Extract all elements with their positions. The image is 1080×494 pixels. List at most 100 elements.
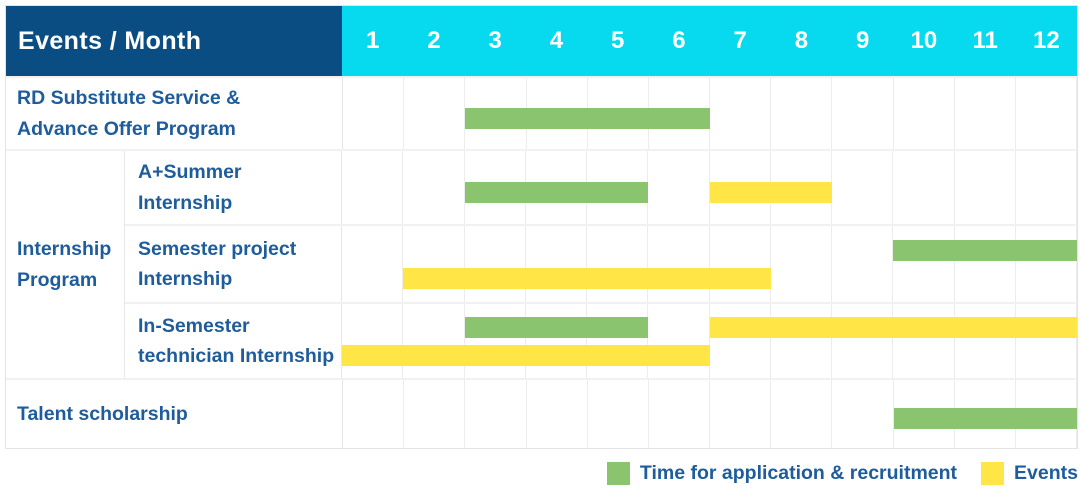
- application-bar: [465, 107, 710, 129]
- month-label: 4: [549, 27, 564, 54]
- grid-cell: [710, 78, 772, 149]
- grid-cell: [771, 380, 833, 448]
- legend-item-application: Time for application & recruitment: [606, 462, 958, 485]
- table-header-row: Events / Month 1 2 3 4 5 6 7 8 9 10 11 12: [6, 6, 1077, 76]
- application-bar: [893, 240, 1077, 261]
- application-bar: [893, 408, 1077, 429]
- grid-cell: [649, 380, 711, 448]
- grid-cell: [771, 226, 832, 302]
- grid-cell: [465, 380, 527, 448]
- grid-cell: [648, 226, 710, 302]
- grid-cell: [343, 380, 405, 448]
- events-month-header: Events / Month: [6, 6, 342, 76]
- grid-cell: [710, 226, 771, 302]
- grid-cell: [587, 304, 649, 378]
- chart-area: [342, 380, 1078, 448]
- row-group: Internship Program A+Summer Internship Sem…: [6, 149, 1077, 378]
- table-row: Semester project Internship: [125, 224, 1077, 302]
- grid-cell: [403, 304, 465, 378]
- chart-area: [341, 151, 1077, 224]
- grid-cell: [342, 226, 404, 302]
- table-row: RD Substitute Service & Advance Offer Pr…: [6, 76, 1078, 149]
- row-label: In-Semester technician Internship: [138, 314, 335, 367]
- grid-cell: [771, 78, 833, 149]
- legend-label: Time for application & recruitment: [639, 462, 958, 484]
- grid-cell: [710, 380, 772, 448]
- chart-area: [341, 226, 1077, 302]
- grid-cell: [893, 226, 955, 302]
- grid-cell: [893, 304, 955, 378]
- grid-cell: [342, 304, 404, 378]
- application-bar: [464, 181, 649, 203]
- grid-cell: [771, 304, 832, 378]
- grid-cell: [832, 226, 894, 302]
- grid-cell: [465, 304, 526, 378]
- month-label: 1: [365, 27, 380, 54]
- grid-cell: [587, 226, 649, 302]
- month-label: 5: [610, 27, 625, 54]
- month-label: 11: [972, 27, 998, 54]
- grid-cell: [955, 226, 1016, 302]
- event-bar: [403, 268, 771, 289]
- legend-item-events: Events: [981, 462, 1078, 485]
- month-label: 7: [733, 27, 747, 54]
- application-swatch-icon: [606, 462, 630, 485]
- grid-cell: [342, 151, 404, 224]
- event-swatch-icon: [981, 462, 1005, 485]
- grid-cell: [1016, 78, 1078, 149]
- month-label: 12: [1033, 27, 1060, 54]
- table-row: Talent scholarship: [6, 378, 1078, 448]
- month-label: 6: [672, 27, 686, 54]
- grid-cell: [955, 151, 1016, 224]
- event-bar: [709, 181, 832, 203]
- table-row: In-Semester technician Internship: [125, 302, 1077, 378]
- grid-cell: [832, 78, 894, 149]
- grid-cell: [526, 304, 587, 378]
- event-bar: [342, 345, 710, 366]
- month-label: 8: [794, 27, 809, 54]
- month-label: 9: [855, 27, 870, 54]
- grid-cell: [832, 151, 894, 224]
- month-header: 1 2 3 4 5 6 7 8 9 10 11 12: [342, 6, 1077, 76]
- grid-cell: [893, 151, 955, 224]
- row-label: Semester project Internship: [138, 237, 297, 290]
- grid-cell: [404, 380, 466, 448]
- grid-cell: [648, 151, 710, 224]
- grid-cell: [403, 151, 465, 224]
- grid-cell: [588, 380, 649, 448]
- grid-cell: [955, 304, 1016, 378]
- grid-cell: [1016, 151, 1077, 224]
- grid-cell: [832, 304, 894, 378]
- grid-cell: [403, 226, 465, 302]
- chart-area: [342, 78, 1078, 149]
- group-rows: A+Summer Internship Semester project Inte…: [125, 151, 1077, 378]
- table-row: A+Summer Internship: [125, 151, 1077, 224]
- month-label: 3: [488, 27, 502, 54]
- grid-cell: [832, 380, 894, 448]
- grid-cell: [1016, 226, 1077, 302]
- grid-cell: [343, 78, 405, 149]
- schedule-table: Events / Month 1 2 3 4 5 6 7 8 9 10 11 12 RD Substi…: [5, 5, 1078, 449]
- event-bar: [709, 317, 1077, 338]
- grid-cell: [526, 226, 587, 302]
- grid-cell: [894, 78, 955, 149]
- grid-cell: [648, 304, 710, 378]
- legend: Time for application & recruitment Event…: [583, 462, 1078, 485]
- grid-cell: [404, 78, 466, 149]
- application-bar: [464, 317, 649, 338]
- grid-cell: [465, 226, 526, 302]
- group-label: Internship Program: [6, 151, 125, 378]
- grid-cell: [710, 304, 771, 378]
- month-label: 2: [427, 27, 441, 54]
- row-label: A+Summer Internship: [138, 161, 242, 214]
- grid-cell: [527, 380, 588, 448]
- legend-label: Events: [1014, 462, 1078, 484]
- grid-cell: [1016, 304, 1077, 378]
- chart-area: [341, 304, 1077, 378]
- grid-cell: [955, 78, 1016, 149]
- table-body: RD Substitute Service & Advance Offer Pr…: [6, 76, 1078, 448]
- row-label: Talent scholarship: [17, 402, 188, 425]
- month-label: 10: [910, 27, 938, 54]
- row-label: RD Substitute Service & Advance Offer Pr…: [17, 87, 241, 140]
